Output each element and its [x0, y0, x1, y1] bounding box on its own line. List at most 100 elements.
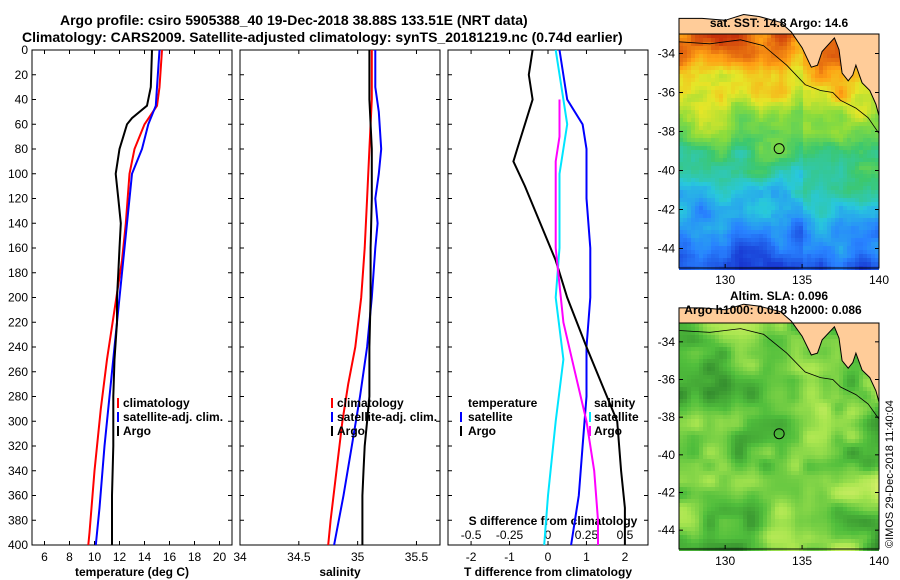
map-cell [771, 234, 775, 238]
map-cell [855, 186, 859, 190]
map-cell [831, 142, 835, 146]
map-cell [747, 106, 751, 110]
map-cell [759, 86, 763, 90]
map-cell [751, 202, 755, 206]
map-cell [739, 250, 743, 254]
map-cell [763, 94, 767, 98]
map-cell [739, 110, 743, 114]
map-cell [863, 90, 867, 94]
map-cell [807, 355, 811, 359]
map-cell [791, 130, 795, 134]
map-cell [851, 363, 855, 367]
map-cell [811, 407, 815, 411]
y-tick-label: 140 [8, 216, 28, 230]
map-cell [715, 46, 719, 50]
map-cell [679, 351, 683, 355]
map-cell [855, 250, 859, 254]
map-cell [791, 34, 795, 38]
map-cell [831, 218, 835, 222]
map-cell [727, 323, 731, 327]
map-cell [687, 130, 691, 134]
map-cell [719, 411, 723, 415]
map-cell [839, 182, 843, 186]
map-cell [871, 142, 875, 146]
map-cell [823, 407, 827, 411]
map-cell [791, 162, 795, 166]
map-cell [727, 339, 731, 343]
map-cell [755, 423, 759, 427]
map-cell [683, 170, 687, 174]
map-cell [867, 230, 871, 234]
map-cell [711, 38, 715, 42]
map-cell [803, 383, 807, 387]
map-cell [875, 411, 879, 415]
map-cell [775, 443, 779, 447]
map-cell [763, 218, 767, 222]
map-cell [827, 399, 831, 403]
map-cell [711, 459, 715, 463]
map-cell [771, 387, 775, 391]
map-cell [783, 403, 787, 407]
map-cell [863, 415, 867, 419]
map-cell [731, 58, 735, 62]
map-cell [739, 387, 743, 391]
map-cell [775, 134, 779, 138]
map-cell [763, 34, 767, 38]
map-cell [691, 439, 695, 443]
map-cell [779, 98, 783, 102]
map-cell [783, 58, 787, 62]
map-cell [819, 427, 823, 431]
map-cell [779, 387, 783, 391]
map-cell [699, 58, 703, 62]
map-cell [847, 174, 851, 178]
map-cell [735, 62, 739, 66]
map-cell [859, 459, 863, 463]
map-cell [735, 254, 739, 258]
map-cell [699, 339, 703, 343]
map-cell [807, 70, 811, 74]
map-cell [799, 194, 803, 198]
map-cell [843, 174, 847, 178]
map-cell [839, 359, 843, 363]
map-cell [711, 395, 715, 399]
map-cell [823, 355, 827, 359]
map-cell [679, 327, 683, 331]
map-cell [823, 403, 827, 407]
map-cell [791, 126, 795, 130]
map-cell [867, 391, 871, 395]
map-cell [735, 351, 739, 355]
y-tick-label: 400 [8, 538, 28, 552]
map-cell [763, 246, 767, 250]
map-cell [763, 66, 767, 70]
map-cell [719, 134, 723, 138]
map-cell [771, 250, 775, 254]
map-cell [715, 367, 719, 371]
map-cell [783, 174, 787, 178]
map-cell [815, 246, 819, 250]
map-cell [827, 98, 831, 102]
map-cell [803, 443, 807, 447]
map-cell [771, 230, 775, 234]
map-cell [727, 42, 731, 46]
map-cell [715, 230, 719, 234]
map-cell [839, 415, 843, 419]
map-cell [743, 242, 747, 246]
map-cell [779, 375, 783, 379]
map-cell [823, 166, 827, 170]
map-cell [851, 387, 855, 391]
map-cell [687, 254, 691, 258]
map-cell [863, 383, 867, 387]
map-cell [875, 158, 879, 162]
map-cell [747, 210, 751, 214]
map-cell [691, 74, 695, 78]
map-cell [839, 138, 843, 142]
map-cell [703, 90, 707, 94]
map-cell [683, 70, 687, 74]
map-cell [743, 182, 747, 186]
map-cell [799, 351, 803, 355]
map-cell [791, 359, 795, 363]
map-cell [811, 250, 815, 254]
map-cell [855, 447, 859, 451]
map-cell [679, 98, 683, 102]
map-cell [867, 447, 871, 451]
